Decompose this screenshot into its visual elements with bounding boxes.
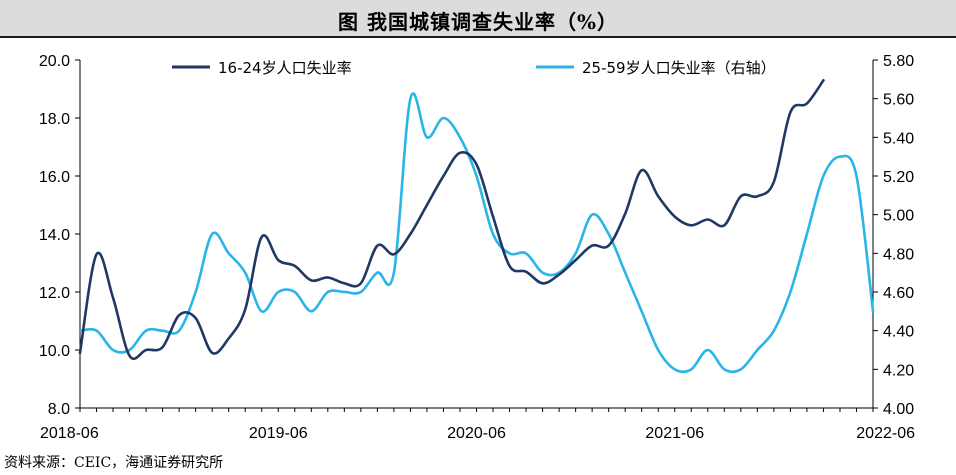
legend-16-24-label: 16-24岁人口失业率 — [218, 59, 352, 77]
y-right-tick-label: 4.80 — [883, 246, 914, 263]
y-left-tick-label: 16.0 — [39, 169, 70, 186]
page-title: 图 我国城镇调查失业率（%） — [338, 10, 618, 34]
series-line-16-24 — [78, 79, 825, 361]
y-left-tick-label: 8.0 — [48, 401, 70, 418]
y-right-tick-label: 5.00 — [883, 208, 914, 225]
title-underline — [0, 36, 956, 38]
x-tick-label: 2021-06 — [645, 425, 704, 442]
y-right-tick-label: 5.80 — [883, 53, 914, 70]
x-tick-label: 2020-06 — [447, 425, 506, 442]
y-right-tick-label: 4.40 — [883, 324, 914, 341]
title-bar: 图 我国城镇调查失业率（%） — [0, 0, 956, 38]
series-line-25-59 — [78, 92, 875, 374]
y-right-tick-label: 5.20 — [883, 169, 914, 186]
y-left-tick-label: 12.0 — [39, 285, 70, 302]
x-tick-label: 2019-06 — [249, 425, 308, 442]
y-right-tick-label: 5.60 — [883, 92, 914, 109]
y-right-tick-label: 5.40 — [883, 130, 914, 147]
y-left-tick-label: 20.0 — [39, 53, 70, 70]
y-right-tick-label: 4.60 — [883, 285, 914, 302]
y-left-tick-label: 18.0 — [39, 111, 70, 128]
legend-25-59-label: 25-59岁人口失业率（右轴） — [582, 59, 776, 77]
source-note: 资料来源：CEIC，海通证券研究所 — [4, 455, 224, 471]
y-left-tick-label: 14.0 — [39, 227, 70, 244]
y-right-tick-label: 4.20 — [883, 362, 914, 379]
y-right-tick-label: 4.00 — [883, 401, 914, 418]
y-left-tick-label: 10.0 — [39, 343, 70, 360]
x-tick-label: 2022-06 — [856, 425, 915, 442]
x-tick-label: 2018-06 — [40, 425, 99, 442]
